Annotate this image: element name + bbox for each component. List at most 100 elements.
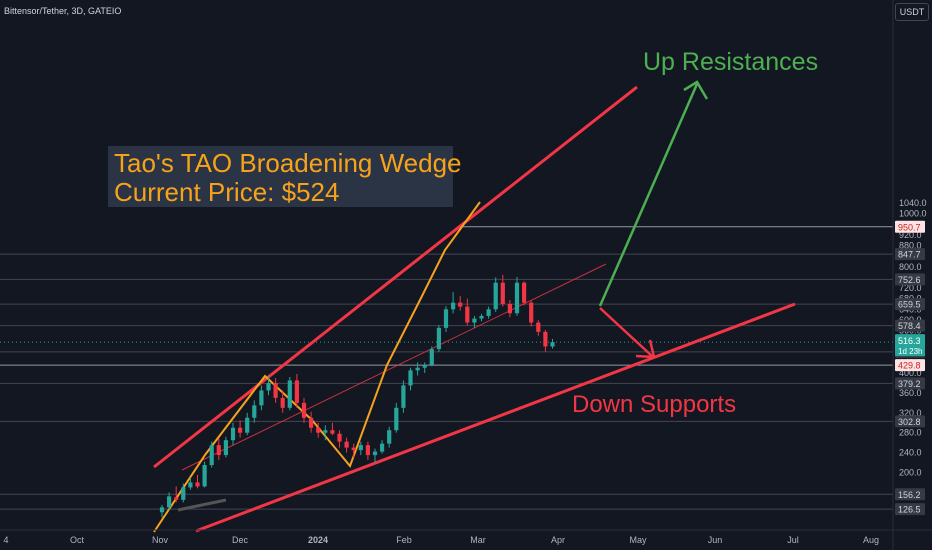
current-price-text: Current Price: $524	[114, 177, 340, 207]
candle-body	[223, 440, 228, 456]
time-axis[interactable]: 4 Oct Nov Dec 2024 Feb Mar Apr May Jun Jul Aug	[0, 529, 932, 545]
candlestick-series	[159, 274, 555, 518]
candle-body	[209, 445, 214, 466]
y-tick-label: 360.0	[899, 388, 922, 398]
candle-body	[380, 443, 385, 452]
level-tag-label: 379.2	[898, 379, 921, 389]
y-tick-label: 1040.0	[899, 198, 927, 208]
candle-body	[216, 445, 221, 456]
level-tag	[895, 273, 925, 286]
candle-body	[294, 380, 299, 403]
candle-body	[486, 309, 491, 316]
candle-body	[514, 282, 520, 314]
candle-body	[252, 405, 257, 418]
level-tag	[895, 319, 925, 332]
level-tag	[895, 488, 925, 501]
candle-body	[188, 482, 193, 488]
level-tag	[895, 220, 925, 233]
candle-body	[230, 427, 236, 441]
candle-body	[238, 427, 243, 433]
candle-body	[174, 497, 179, 500]
down-arrow-head	[635, 339, 656, 359]
candle-body	[500, 282, 505, 304]
level-tag-label: 156.2	[898, 490, 921, 500]
candle-body	[245, 417, 250, 433]
x-tick-label: Jun	[708, 535, 723, 545]
x-tick-label: 4	[3, 535, 8, 545]
candle-body	[472, 318, 477, 323]
drawing-overlays	[153, 80, 796, 533]
candle-body	[358, 445, 363, 451]
currency-button[interactable]: USDT	[895, 3, 929, 21]
candle-body	[316, 427, 321, 433]
wedge-info-box: Tao's TAO Broadening Wedge Current Price…	[108, 146, 462, 207]
candle-body	[195, 482, 200, 487]
up-arrow-head	[683, 80, 709, 100]
y-tick-label: 200.0	[899, 468, 922, 478]
x-tick-label: Feb	[396, 535, 412, 545]
wedge-title: Tao's TAO Broadening Wedge	[114, 148, 462, 178]
x-tick-label: Dec	[232, 535, 249, 545]
level-tag-label: 847.7	[898, 250, 921, 260]
candle-body	[522, 282, 527, 303]
candle-body	[280, 397, 285, 408]
candle-body	[202, 465, 207, 487]
candle-body	[259, 390, 264, 406]
candle-body	[479, 315, 484, 319]
candle-body	[443, 309, 449, 328]
candle-body	[159, 507, 165, 513]
candle-body	[181, 487, 186, 500]
x-tick-label: Jul	[787, 535, 799, 545]
up-arrow-line	[598, 83, 699, 307]
candle-body	[301, 402, 307, 418]
down-arrow-line	[599, 307, 654, 358]
current-price-countdown: 1d 23h	[898, 347, 922, 356]
zigzag-wave	[153, 201, 481, 533]
candle-body	[387, 430, 392, 444]
level-tag-label: 578.4	[898, 321, 921, 331]
x-tick-label: Aug	[863, 535, 879, 545]
candle-body	[451, 302, 456, 310]
level-tag-label: 950.7	[898, 222, 921, 232]
candle-body	[458, 302, 463, 307]
candle-body	[337, 433, 342, 442]
level-tag	[895, 377, 925, 390]
candle-body	[415, 367, 420, 371]
candle-body	[273, 382, 278, 398]
x-tick-label: Mar	[470, 535, 486, 545]
wedge-upper-line	[153, 85, 638, 469]
symbol-header: Bittensor/Tether, 3D, GATEIO	[4, 6, 122, 16]
candle-body	[529, 302, 534, 323]
y-tick-label: 880.0	[899, 241, 922, 251]
candle-body	[550, 342, 555, 347]
wedge-median-line	[181, 263, 607, 471]
y-tick-label: 280.0	[899, 428, 922, 438]
x-tick-label: Oct	[70, 535, 85, 545]
y-tick-label: 240.0	[899, 448, 922, 458]
candle-body	[330, 430, 335, 434]
level-tag	[895, 359, 925, 372]
price-axis[interactable]: 1040.01000.0920.0880.0800.0760.0720.0680…	[892, 0, 927, 550]
level-tag-label: 126.5	[898, 505, 921, 515]
grid-lines	[0, 226, 893, 510]
level-tag-label: 429.8	[898, 361, 921, 371]
y-tick-label: 800.0	[899, 262, 922, 272]
candle-body	[543, 331, 548, 347]
y-tick-label: 320.0	[899, 408, 922, 418]
current-price-value: 516.3	[898, 336, 921, 346]
x-tick-label: Apr	[551, 535, 565, 545]
candle-body	[167, 496, 172, 508]
y-tick-label: 400.0	[899, 368, 922, 378]
y-tick-label: 720.0	[899, 283, 922, 293]
candle-body	[436, 327, 441, 350]
x-tick-label: 2024	[308, 535, 328, 545]
candle-body	[422, 365, 427, 368]
candle-body	[465, 306, 470, 323]
candle-body	[287, 380, 292, 408]
candle-body	[536, 322, 541, 332]
level-tag-label: 752.6	[898, 275, 921, 285]
candle-body	[351, 447, 356, 451]
level-tag-label: 659.5	[898, 300, 921, 310]
level-tag	[895, 298, 925, 311]
